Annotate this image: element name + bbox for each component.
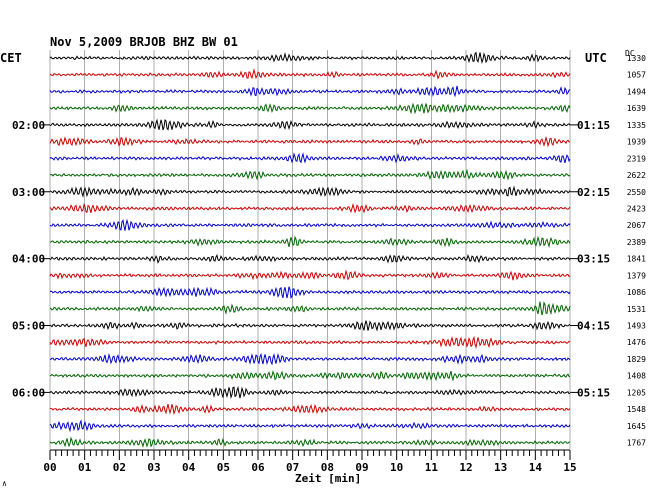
cet-hour-label: 03:00 [12, 186, 45, 199]
utc-label: UTC [585, 51, 607, 65]
x-tick-label: 02 [113, 461, 126, 474]
trace-row-7 [49, 152, 571, 164]
trace-dc-value: 1531 [627, 305, 646, 314]
x-tick-label: 03 [147, 461, 160, 474]
x-tick-label: 15 [563, 461, 576, 474]
trace-dc-value: 1639 [627, 104, 646, 113]
utc-hour-label: 03:15 [577, 253, 610, 266]
trace-dc-value: 2423 [627, 204, 646, 213]
utc-hour-label: 05:15 [577, 386, 610, 399]
trace-row-9 [49, 185, 571, 198]
trace-row-6 [49, 135, 571, 148]
trace-row-10 [49, 202, 571, 214]
trace-dc-value: 2067 [627, 221, 646, 230]
trace-dc-value: 2319 [627, 154, 646, 163]
trace-lines [49, 51, 571, 448]
x-tick-label: 14 [529, 461, 543, 474]
trace-dc-value: 2550 [627, 188, 646, 197]
x-tick-label: 05 [217, 461, 230, 474]
dc-column-label: DC [625, 49, 635, 58]
utc-hour-label: 01:15 [577, 119, 610, 132]
trace-dc-value: 1829 [627, 355, 646, 364]
trace-dc-value: 2389 [627, 238, 646, 247]
trace-row-2 [49, 68, 571, 80]
trace-row-1 [49, 51, 571, 65]
trace-row-22 [49, 403, 571, 416]
trace-dc-value: 1086 [627, 288, 646, 297]
trace-dc-value: 1408 [627, 372, 646, 381]
trace-dc-value: 1476 [627, 338, 646, 347]
x-tick-label: 08 [321, 461, 334, 474]
x-tick-label: 09 [355, 461, 368, 474]
trace-dc-value: 1205 [627, 388, 646, 397]
trace-row-20 [49, 370, 571, 382]
trace-row-5 [49, 118, 571, 131]
trace-dc-value: 1548 [627, 405, 646, 414]
chart-title: Nov 5,2009 BRJOB BHZ BW 01 [50, 35, 238, 49]
trace-row-3 [49, 85, 571, 98]
trace-dc-value: 1939 [627, 138, 646, 147]
utc-hour-label: 04:15 [577, 320, 610, 333]
trace-row-15 [49, 286, 571, 300]
x-axis-label: Zeit [min] [295, 472, 361, 485]
x-tick-label: 10 [390, 461, 403, 474]
trace-dc-value: 1335 [627, 121, 646, 130]
trace-row-4 [49, 102, 571, 115]
trace-row-13 [49, 253, 571, 264]
trace-dc-value: 1330 [627, 54, 646, 63]
x-tick-label: 00 [43, 461, 56, 474]
x-tick-label: 13 [494, 461, 507, 474]
trace-row-11 [49, 218, 571, 231]
grid-lines [42, 50, 578, 460]
trace-row-23 [49, 419, 571, 433]
trace-row-8 [49, 168, 571, 181]
x-tick-label: 01 [78, 461, 92, 474]
trace-dc-value: 1767 [627, 439, 646, 448]
trace-dc-value: 1645 [627, 422, 646, 431]
cet-label: CET [0, 51, 22, 65]
utc-hour-label: 02:15 [577, 186, 610, 199]
cet-hour-label: 05:00 [12, 320, 45, 333]
trace-dc-value: 1379 [627, 271, 646, 280]
x-tick-label: 11 [425, 461, 439, 474]
axis-labels: 1330 1057 1494 1639 1335 1939 2319 2622 2550 2423… [12, 54, 646, 474]
cet-hour-label: 02:00 [12, 119, 45, 132]
cet-hour-label: 04:00 [12, 253, 45, 266]
trace-dc-value: 1493 [627, 322, 646, 331]
trace-dc-value: 1494 [627, 87, 646, 96]
trace-dc-value: 2622 [627, 171, 646, 180]
trace-row-12 [49, 235, 571, 249]
x-tick-label: 07 [286, 461, 299, 474]
trace-row-17 [49, 320, 571, 332]
corner-mark: ∧ [2, 479, 7, 488]
trace-dc-value: 1057 [627, 71, 646, 80]
trace-row-19 [49, 352, 571, 366]
trace-dc-value: 1841 [627, 255, 646, 264]
trace-row-21 [49, 385, 571, 400]
trace-row-18 [49, 335, 571, 350]
x-tick-label: 12 [459, 461, 472, 474]
cet-hour-label: 06:00 [12, 386, 45, 399]
x-tick-label: 04 [182, 461, 196, 474]
trace-row-14 [49, 269, 571, 281]
trace-row-16 [49, 301, 571, 316]
trace-row-24 [49, 436, 571, 448]
x-tick-label: 06 [251, 461, 265, 474]
